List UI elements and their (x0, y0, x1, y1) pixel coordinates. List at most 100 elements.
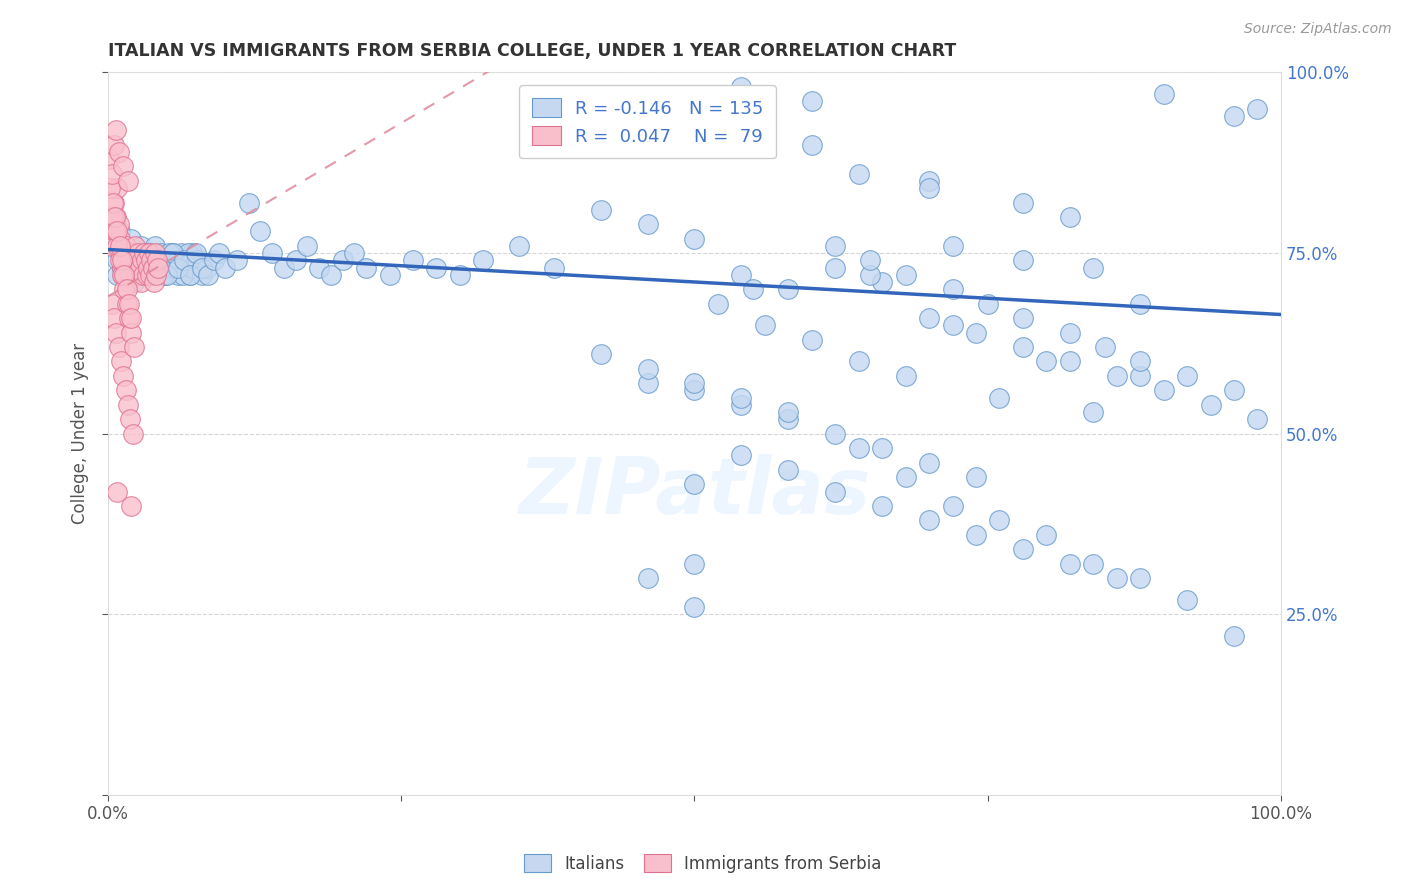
Point (308, 260, 330, 275)
Point (894, 368, 917, 383)
Point (142, 275, 165, 289)
Point (1223, 629, 1246, 643)
Point (111, 260, 134, 275)
Point (637, 361, 659, 376)
Point (1105, 368, 1128, 383)
Point (105, 123, 128, 137)
Point (965, 470, 987, 484)
Point (129, 275, 152, 289)
Point (1012, 311, 1035, 326)
Point (163, 260, 186, 275)
Point (172, 268, 194, 282)
Point (118, 311, 141, 326)
Point (115, 296, 138, 310)
Point (105, 268, 128, 282)
Point (141, 253, 163, 268)
Point (122, 340, 145, 354)
Point (112, 368, 135, 383)
Point (115, 246, 138, 260)
Point (135, 268, 157, 282)
Point (778, 405, 800, 419)
Point (153, 268, 176, 282)
Point (165, 253, 187, 268)
Point (730, 79, 752, 94)
Point (848, 441, 870, 455)
Point (167, 260, 190, 275)
Point (105, 224, 128, 238)
Point (139, 268, 162, 282)
Point (157, 260, 180, 275)
Point (730, 449, 752, 463)
Text: ITALIAN VS IMMIGRANTS FROM SERBIA COLLEGE, UNDER 1 YEAR CORRELATION CHART: ITALIAN VS IMMIGRANTS FROM SERBIA COLLEG… (108, 42, 956, 60)
Point (1105, 571, 1128, 585)
Point (894, 470, 917, 484)
Point (918, 174, 941, 188)
Point (156, 253, 179, 268)
Point (100, 167, 122, 181)
Point (131, 253, 153, 268)
Point (110, 354, 132, 368)
Point (637, 376, 659, 391)
Point (143, 253, 166, 268)
Point (162, 246, 184, 260)
Point (117, 398, 139, 412)
Point (121, 426, 143, 441)
Point (800, 137, 823, 152)
Point (1059, 326, 1081, 340)
Point (273, 260, 295, 275)
Point (1059, 557, 1081, 571)
Point (1012, 340, 1035, 354)
Point (742, 282, 765, 296)
Point (129, 260, 152, 275)
Point (120, 311, 142, 326)
Point (730, 391, 752, 405)
Point (132, 268, 155, 282)
Point (136, 260, 159, 275)
Point (103, 239, 125, 253)
Point (343, 246, 366, 260)
Point (170, 246, 193, 260)
Point (105, 253, 128, 268)
Point (683, 376, 706, 391)
Point (1094, 340, 1116, 354)
Point (870, 441, 893, 455)
Point (148, 260, 170, 275)
Point (179, 268, 201, 282)
Point (114, 239, 136, 253)
Point (125, 253, 148, 268)
Point (1199, 398, 1222, 412)
Point (138, 246, 160, 260)
Point (425, 260, 447, 275)
Point (683, 102, 706, 116)
Point (472, 253, 495, 268)
Point (848, 167, 870, 181)
Point (800, 333, 823, 347)
Point (117, 275, 139, 289)
Point (683, 232, 706, 246)
Point (683, 600, 706, 615)
Point (103, 311, 125, 326)
Point (848, 354, 870, 368)
Point (1083, 260, 1105, 275)
Point (120, 499, 142, 513)
Point (149, 260, 172, 275)
Point (135, 246, 157, 260)
Point (135, 246, 157, 260)
Point (184, 260, 207, 275)
Text: ZIPatlas: ZIPatlas (519, 453, 870, 530)
Point (730, 268, 752, 282)
Point (941, 282, 963, 296)
Point (249, 224, 271, 238)
Point (143, 253, 166, 268)
Point (118, 246, 141, 260)
Point (114, 268, 136, 282)
Point (138, 246, 160, 260)
Point (1012, 542, 1035, 557)
Legend: Italians, Immigrants from Serbia: Italians, Immigrants from Serbia (517, 847, 889, 880)
Point (132, 268, 155, 282)
Point (683, 384, 706, 398)
Point (142, 253, 165, 268)
Point (103, 195, 125, 210)
Point (1035, 354, 1057, 368)
Point (104, 224, 127, 238)
